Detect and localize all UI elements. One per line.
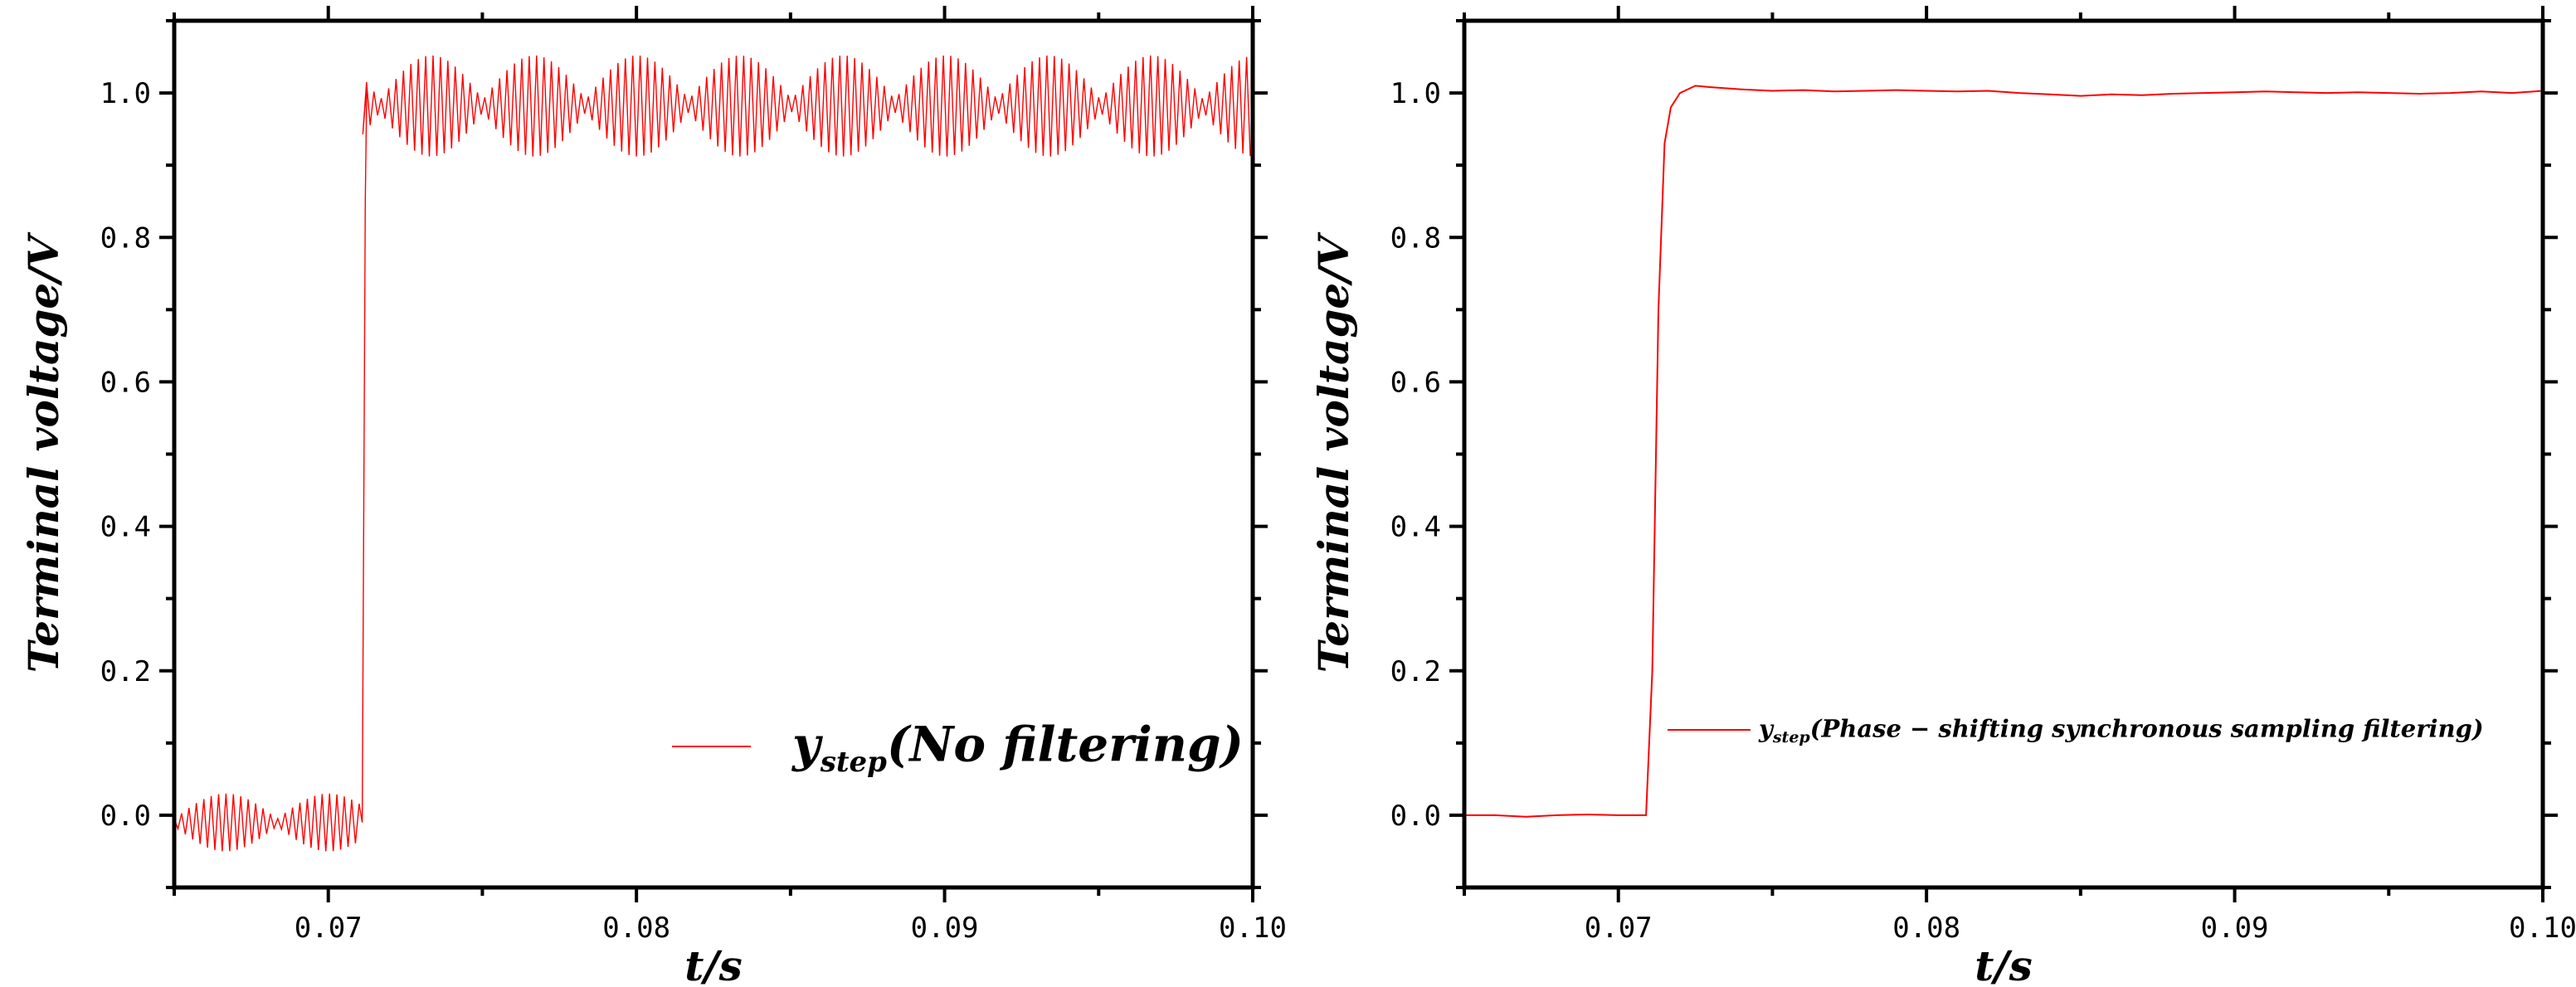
y-tick-label-right: 0.4 [1390, 511, 1441, 544]
y-tick-label-right: 0.6 [1390, 366, 1441, 399]
y-tick-label-right: 1.0 [1390, 77, 1441, 110]
x-tick-label-right: 0.10 [2509, 912, 2576, 945]
y-axis-title-right: Terminal voltage/V [1309, 231, 1358, 673]
y-tick-label-left: 0.2 [100, 655, 151, 688]
data-line-right [1464, 85, 2543, 818]
legend-right: ystep(Phase − shifting synchronous sampl… [1668, 715, 2484, 746]
x-tick-label-right: 0.09 [2201, 912, 2269, 945]
plot-frame-right [1462, 18, 2545, 890]
y-tick-label-left: 0.8 [100, 221, 151, 255]
legend-sub-left: step [820, 746, 887, 779]
x-tick-label-left: 0.07 [295, 912, 363, 945]
y-tick-label-left: 0.0 [100, 800, 151, 833]
x-tick-label-left: 0.09 [911, 912, 979, 945]
x-tick-label-left: 0.08 [602, 912, 670, 945]
right-chart-panel: ystep(Phase − shifting synchronous sampl… [1309, 6, 2576, 987]
y-tick-label-left: 0.6 [100, 366, 151, 399]
y-tick-label-right: 0.2 [1390, 655, 1441, 688]
y-tick-label-left: 1.0 [100, 77, 151, 110]
x-tick-label-right: 0.07 [1585, 912, 1653, 945]
x-tick-label-left: 0.10 [1219, 912, 1287, 945]
legend-rest-left: (No filtering) [887, 716, 1244, 772]
data-line-left [174, 55, 1251, 852]
legend-main-right: y [1758, 715, 1775, 743]
x-axis-title-right: t/s [1975, 941, 2033, 987]
legend-label-right: ystep(Phase − shifting synchronous sampl… [1758, 715, 2484, 746]
legend-sub-right: step [1772, 728, 1811, 746]
x-tick-label-right: 0.08 [1892, 912, 1960, 945]
x-axis-title-left: t/s [684, 941, 743, 987]
series-right-0 [1464, 85, 2543, 818]
series-left-0 [174, 55, 1251, 852]
legend-left: ystep(No filtering) [672, 716, 1244, 779]
legend-rest-right: (Phase − shifting synchronous sampling f… [1810, 715, 2484, 743]
y-tick-label-left: 0.4 [100, 511, 151, 544]
y-axis-title-left: Terminal voltage/V [19, 231, 68, 673]
y-tick-label-right: 0.0 [1390, 800, 1441, 833]
y-tick-label-right: 0.8 [1390, 221, 1441, 255]
legend-main-left: y [791, 716, 824, 772]
left-chart-panel: ystep(No filtering) 0.0 0.2 0.4 0.6 0.8 1.0 0.0… [19, 6, 1287, 987]
legend-label-left: ystep(No filtering) [791, 716, 1244, 779]
